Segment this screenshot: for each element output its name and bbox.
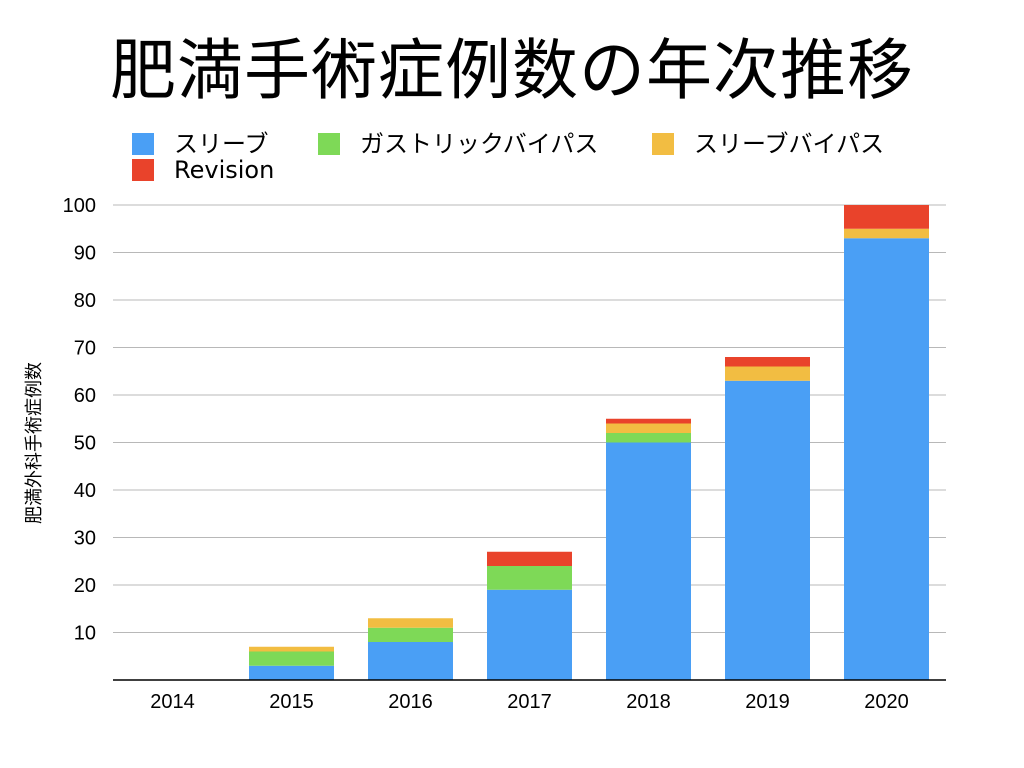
legend-swatch-revision	[132, 159, 154, 181]
bar-segment-2020-s0	[844, 238, 929, 680]
legend-label-revision: Revision	[174, 156, 275, 184]
bar-segment-2015-s0	[249, 665, 334, 680]
legend-item-gastric-bypass: ガストリックバイパス	[318, 131, 598, 157]
bar-segment-2017-s0	[487, 589, 572, 680]
legend-swatch-sleeve-bypass	[652, 133, 674, 155]
legend-swatch-sleeve	[132, 133, 154, 155]
bar-segment-2017-s3	[487, 551, 572, 566]
bar-segment-2019-s0	[725, 380, 810, 680]
y-tick-label: 20	[74, 575, 96, 597]
legend-label-gastric-bypass: ガストリックバイパス	[360, 130, 599, 158]
legend-item-revision: Revision	[132, 157, 274, 183]
legend-item-sleeve-bypass: スリーブバイパス	[652, 131, 884, 157]
bar-segment-2018-s0	[606, 442, 691, 680]
legend-label-sleeve-bypass: スリーブバイパス	[694, 130, 885, 158]
bar-segment-2019-s2	[725, 366, 810, 381]
y-tick-label: 30	[74, 528, 96, 550]
y-tick-label: 80	[74, 290, 96, 312]
bar-segment-2015-s1	[249, 651, 334, 666]
bar-segment-2016-s2	[368, 618, 453, 628]
legend-swatch-gastric-bypass	[318, 133, 340, 155]
x-tick-label: 2014	[150, 691, 195, 713]
x-tick-label: 2017	[507, 691, 552, 713]
x-tick-label: 2019	[745, 691, 790, 713]
x-tick-label: 2016	[388, 691, 433, 713]
bar-segment-2016-s1	[368, 627, 453, 642]
y-tick-label: 60	[74, 385, 96, 407]
legend-item-sleeve: スリーブ	[132, 131, 269, 157]
y-tick-label: 50	[74, 433, 96, 455]
y-tick-label: 90	[74, 243, 96, 265]
bar-segment-2018-s2	[606, 423, 691, 433]
y-tick-label: 40	[74, 480, 96, 502]
y-tick-label: 70	[74, 338, 96, 360]
chart-title: 肥満手術症例数の年次推移	[110, 32, 914, 109]
y-tick-label: 100	[63, 195, 96, 217]
bar-segment-2016-s0	[368, 642, 453, 680]
bar-segment-2017-s1	[487, 566, 572, 590]
bar-segment-2019-s3	[725, 357, 810, 367]
y-tick-label: 10	[74, 623, 96, 645]
bar-segment-2015-s2	[249, 646, 334, 652]
legend-label-sleeve: スリーブ	[174, 130, 269, 158]
x-tick-label: 2020	[864, 691, 909, 713]
x-tick-label: 2018	[626, 691, 671, 713]
bar-segment-2020-s3	[844, 205, 929, 229]
bar-segment-2018-s3	[606, 418, 691, 424]
bar-segment-2020-s2	[844, 228, 929, 239]
bar-segment-2018-s1	[606, 433, 691, 443]
x-tick-label: 2015	[269, 691, 314, 713]
